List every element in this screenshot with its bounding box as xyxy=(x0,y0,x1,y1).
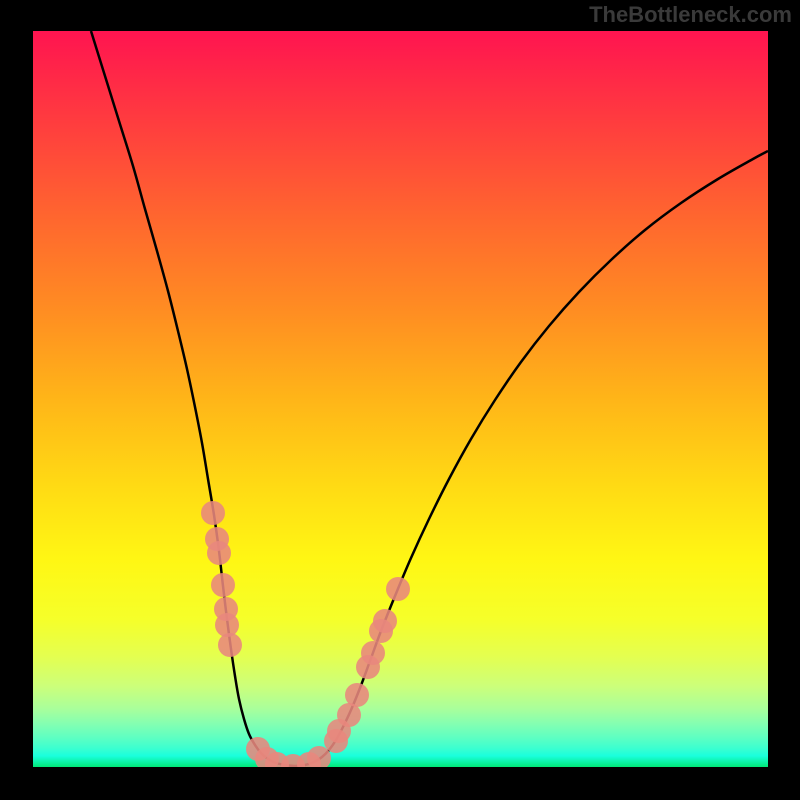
data-marker xyxy=(201,501,225,525)
data-marker xyxy=(218,633,242,657)
data-marker xyxy=(373,609,397,633)
data-marker xyxy=(211,573,235,597)
plot-area xyxy=(33,31,768,767)
data-marker xyxy=(386,577,410,601)
data-marker xyxy=(361,641,385,665)
watermark-text: TheBottleneck.com xyxy=(589,2,792,28)
data-marker xyxy=(345,683,369,707)
data-marker xyxy=(207,541,231,565)
data-markers xyxy=(201,501,410,767)
curve-left-branch xyxy=(91,31,295,766)
curve-layer xyxy=(33,31,768,767)
